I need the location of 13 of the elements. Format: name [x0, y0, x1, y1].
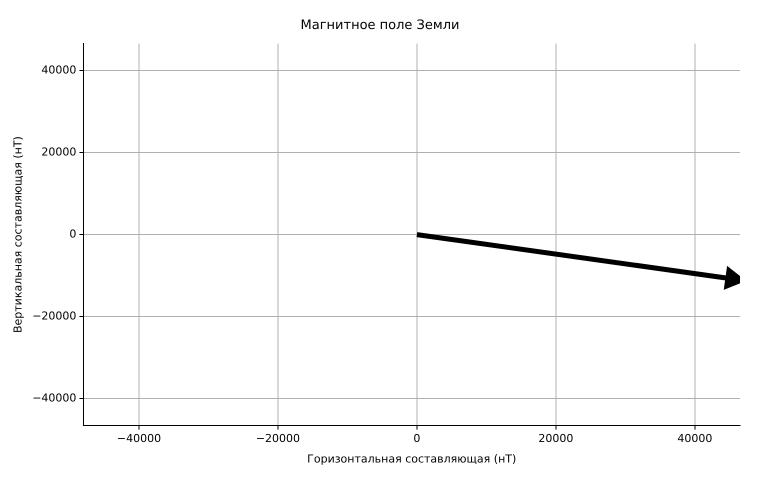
- y-tick-label: 0: [69, 227, 76, 240]
- x-tick-label: 0: [413, 432, 420, 446]
- y-axis-title: Вертикальная составляющая (нТ): [11, 136, 24, 334]
- x-tick-label: 20000: [538, 432, 574, 446]
- chart-title: Магнитное поле Земли: [300, 18, 460, 34]
- y-tick-label: −40000: [32, 391, 76, 404]
- y-tick-label: 20000: [41, 145, 76, 158]
- y-tick-label: −20000: [32, 309, 76, 322]
- x-tick-label: −20000: [256, 432, 300, 446]
- y-tick-label: 40000: [41, 64, 76, 77]
- x-tick-label: 40000: [677, 432, 712, 446]
- x-axis-title: Горизонтальная составляющая (нТ): [307, 452, 516, 466]
- x-tick-label: −40000: [116, 432, 162, 446]
